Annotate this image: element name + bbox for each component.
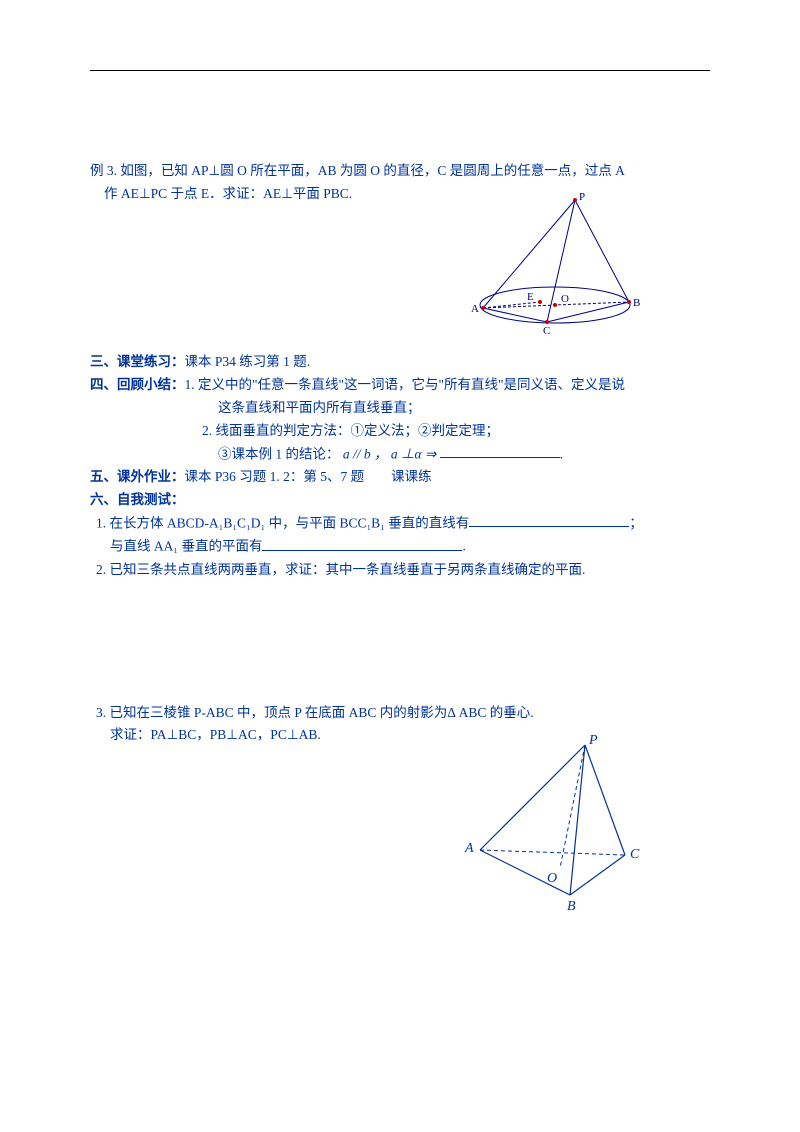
label2-A: A: [464, 841, 474, 856]
label2-B: B: [567, 899, 576, 910]
label-A: A: [471, 303, 479, 315]
blank-1: [440, 444, 560, 459]
blank-2: [469, 513, 629, 528]
point-O: [553, 303, 557, 307]
test-3-line1: 3. 已知在三棱锥 P-ABC 中，顶点 P 在底面 ABC 内的射影为Δ AB…: [90, 703, 710, 724]
section-5-title: 五、课外作业：: [90, 469, 185, 484]
section-4-line1: 四、回顾小结：1. 定义中的"任意一条直线"这一词语，它与"所有直线"是同义语、…: [90, 375, 710, 396]
test-1-line1: 1. 在长方体 ABCD-A₁B₁C₁D₁ 中，与平面 BCC₁B₁ 垂直的直线…: [90, 513, 710, 534]
blank-3: [262, 536, 462, 551]
section-4-l2: 2. 线面垂直的判定方法：①定义法；②判定定理；: [90, 421, 710, 442]
section-3: 三、课堂练习：课本 P34 练习第 1 题.: [90, 352, 710, 373]
section-4-l3a: ③课本例 1 的结论：: [218, 446, 340, 461]
section-6-title: 六、自我测试：: [90, 492, 185, 507]
edge-PO: [560, 745, 585, 868]
example3-line1: 例 3. 如图，已知 AP⊥圆 O 所在平面，AB 为圆 O 的直径，C 是圆周…: [90, 161, 710, 182]
section-4-l3b: a // b ， a ⊥α ⇒: [340, 446, 440, 461]
section-3-title: 三、课堂练习：: [90, 354, 185, 369]
test-1a: 1. 在长方体 ABCD-A₁B₁C₁D₁ 中，与平面 BCC₁B₁ 垂直的直线…: [96, 515, 469, 530]
edge-PA: [480, 745, 585, 850]
point-A: [481, 306, 485, 310]
spacer-1: [90, 583, 710, 703]
test-1b: ；: [629, 515, 643, 530]
test-2: 2. 已知三条共点直线两两垂直，求证：其中一条直线垂直于另两条直线确定的平面.: [90, 560, 710, 581]
point-P: [573, 198, 577, 202]
figure-tetrahedron: P A B C O: [455, 730, 655, 910]
edge-PB: [570, 745, 585, 895]
section-4-l1b: 这条直线和平面内所有直线垂直；: [90, 398, 710, 419]
page-content: 例 3. 如图，已知 AP⊥圆 O 所在平面，AB 为圆 O 的直径，C 是圆周…: [90, 70, 710, 748]
section-4-l3c: .: [560, 446, 563, 461]
edge-BC: [570, 855, 625, 895]
section-5-text: 课本 P36 习题 1. 2：第 5、7 题 课课练: [185, 469, 432, 484]
label2-C: C: [630, 847, 640, 862]
label-B: B: [633, 297, 640, 309]
line-PB: [575, 200, 629, 302]
point-B: [627, 300, 631, 304]
section-3-text: 课本 P34 练习第 1 题.: [185, 354, 311, 369]
section-5: 五、课外作业：课本 P36 习题 1. 2：第 5、7 题 课课练: [90, 467, 710, 488]
test-1d: .: [462, 539, 465, 554]
label2-P: P: [588, 733, 598, 748]
section-4-l1a: 1. 定义中的"任意一条直线"这一词语，它与"所有直线"是同义语、定义是说: [185, 377, 626, 392]
test-1c: 与直线 AA₁ 垂直的平面有: [110, 539, 262, 554]
point-E: [538, 300, 542, 304]
section-6: 六、自我测试：: [90, 490, 710, 511]
edge-AC: [480, 850, 625, 855]
label-P: P: [579, 191, 585, 203]
label-O: O: [561, 293, 569, 305]
section-4-l3: ③课本例 1 的结论： a // b ， a ⊥α ⇒ .: [90, 444, 710, 465]
figure-cone: P A B C O E: [445, 190, 655, 335]
label2-O: O: [547, 871, 557, 886]
top-rule: [90, 70, 710, 71]
label-C: C: [543, 325, 550, 335]
point-C: [545, 320, 549, 324]
edge-PC: [585, 745, 625, 855]
label-E: E: [527, 291, 534, 303]
section-4-title: 四、回顾小结：: [90, 377, 185, 392]
test-1-line2: 与直线 AA₁ 垂直的平面有.: [90, 536, 710, 557]
